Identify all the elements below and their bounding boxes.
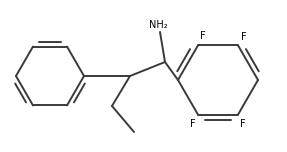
Text: NH₂: NH₂	[149, 20, 167, 30]
Text: F: F	[200, 31, 205, 41]
Text: F: F	[241, 32, 247, 42]
Text: F: F	[190, 119, 196, 129]
Text: F: F	[240, 119, 246, 129]
